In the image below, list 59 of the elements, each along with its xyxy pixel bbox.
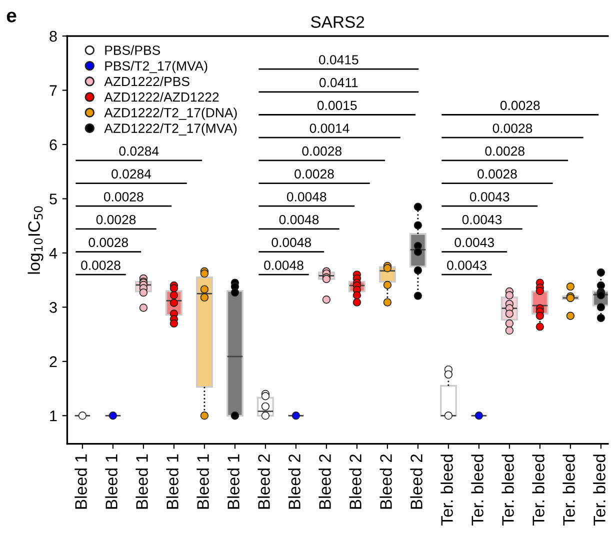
annotation: 0.0048: [272, 238, 311, 248]
annotation: 0.0028: [492, 124, 532, 133]
x-tick-label: Bleed 2: [380, 454, 392, 509]
annotation: 0.0043: [447, 260, 486, 270]
x-tick-label: Bleed 2: [318, 454, 331, 509]
legend-label: AZD1222/T2_17(DNA): [104, 108, 237, 120]
annotation: 0.0284: [112, 169, 152, 179]
x-tick-label: Ter. bleed: [502, 454, 514, 526]
x-tick-label: Bleed 1: [227, 454, 240, 509]
x-tick-label: Bleed 1: [136, 454, 148, 509]
annotation: 0.0028: [302, 146, 342, 156]
text: e: [6, 12, 16, 22]
annotation: 0.0028: [485, 146, 524, 156]
annotation: 0.0043: [454, 238, 494, 248]
x-tick-label: Ter. bleed: [593, 454, 606, 526]
annotation: 0.0048: [264, 260, 304, 270]
y-tick-label: 5: [50, 194, 57, 204]
annotation: 0.0028: [294, 169, 334, 179]
annotation: 0.0028: [500, 100, 540, 110]
legend-label: AZD1222/PBS: [104, 76, 190, 86]
annotation: 0.0043: [470, 192, 510, 202]
x-tick-label: Bleed 1: [196, 454, 209, 509]
x-tick-label: Ter. bleed: [440, 454, 453, 526]
y-tick-label: 3: [50, 302, 57, 313]
x-tick-label: Ter. bleed: [562, 454, 575, 526]
annotation: 0.0048: [279, 214, 319, 224]
annotation: 0.0043: [462, 214, 502, 224]
annotation: 0.0028: [81, 260, 120, 270]
annotation: 0.0014: [310, 124, 350, 133]
y-tick-label: 1: [50, 410, 57, 422]
x-tick-label: Bleed 2: [258, 454, 270, 509]
annotation: 0.0415: [318, 55, 358, 64]
x-tick-label: Bleed 1: [166, 454, 178, 509]
y-tick-label: 4: [49, 248, 58, 258]
x-tick-label: Bleed 1: [74, 454, 87, 509]
y-tick-label: 8: [50, 30, 57, 42]
chart-title: SARS2: [311, 16, 364, 28]
y-tick-label: 7: [50, 85, 57, 96]
annotation: 0.0411: [319, 78, 358, 88]
annotation: 0.0028: [478, 169, 517, 179]
annotation: 0.0015: [317, 100, 357, 110]
annotation: 0.0028: [88, 238, 128, 248]
x-tick-label: Ter. bleed: [471, 454, 484, 526]
annotation: 0.0284: [119, 146, 159, 156]
annotation: 0.0028: [96, 214, 136, 224]
y-tick-label: 2: [50, 356, 57, 367]
x-tick-label: Bleed 2: [410, 454, 422, 509]
x-tick-label: Bleed 1: [105, 454, 118, 509]
x-tick-label: Bleed 2: [288, 454, 300, 509]
x-tick-label: Bleed 2: [349, 454, 362, 509]
legend-label: PBS/T2_17(MVA): [105, 60, 208, 74]
legend-label: PBS/PBS: [105, 45, 160, 55]
annotation: 0.0028: [104, 192, 144, 202]
y-axis-title: log$_{10}$IC$_{50}$: [28, 206, 44, 274]
annotation: 0.0048: [286, 192, 326, 202]
y-tick-label: 6: [50, 139, 57, 150]
x-tick-label: Ter. bleed: [532, 454, 544, 526]
legend-label: AZD1222/AZD1222: [104, 92, 219, 102]
legend-label: AZD1222/T2_17(MVA): [104, 123, 237, 136]
